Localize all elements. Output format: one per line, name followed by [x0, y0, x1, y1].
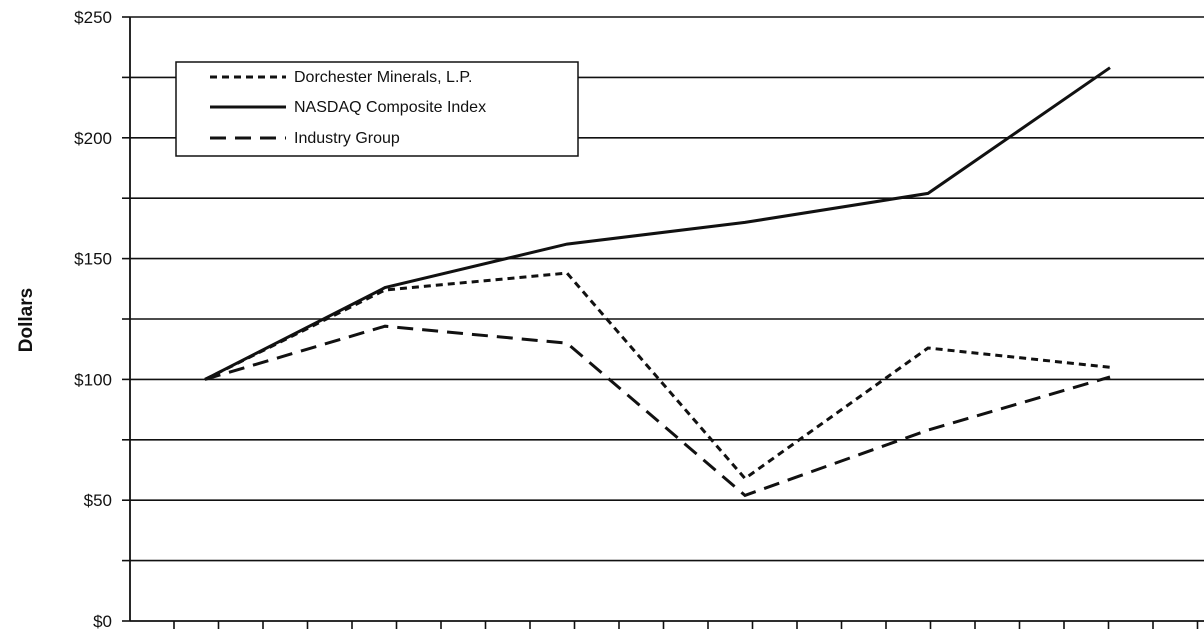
- series-line-industry: [204, 324, 1111, 498]
- y-tick-label: $0: [93, 612, 112, 629]
- y-tick-label: $250: [74, 8, 112, 27]
- legend-label-dorchester: Dorchester Minerals, L.P.: [294, 69, 472, 86]
- y-tick-label: $150: [74, 250, 112, 269]
- series-line-dorchester: [204, 271, 1111, 481]
- series-line-nasdaq: [204, 66, 1111, 381]
- gridlines: [130, 16, 1204, 562]
- legend-label-industry: Industry Group: [294, 130, 400, 147]
- legend: Dorchester Minerals, L.P. NASDAQ Composi…: [175, 61, 579, 157]
- y-tick-label: $50: [84, 491, 112, 510]
- legend-box: [175, 61, 579, 157]
- y-tick-label: $100: [74, 370, 112, 389]
- y-tick-labels: $0 $50 $100 $150 $200 $250: [74, 8, 112, 629]
- legend-label-nasdaq: NASDAQ Composite Index: [294, 99, 486, 116]
- series-lines: [204, 66, 1111, 498]
- axes: [122, 16, 1204, 629]
- y-tick-label: $200: [74, 129, 112, 148]
- y-axis-label: Dollars: [16, 288, 37, 352]
